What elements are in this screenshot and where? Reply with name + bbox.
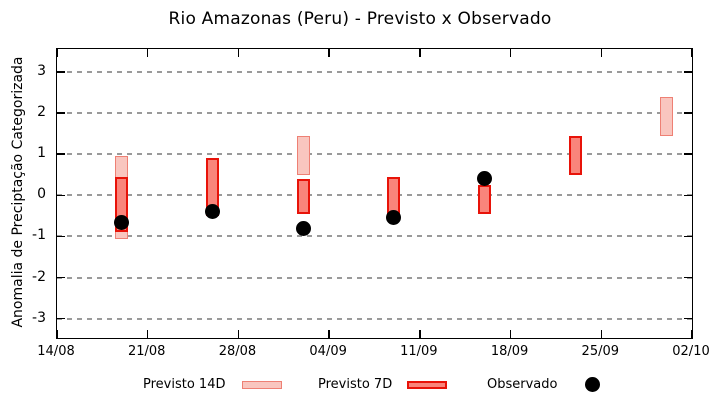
y-tickmark-left: [57, 71, 65, 73]
y-tick-label: 0: [37, 186, 46, 203]
y-gridline: [57, 317, 692, 320]
previsto-14d-bar: [659, 96, 673, 136]
x-tick-label: 11/09: [400, 344, 438, 359]
y-gridline: [57, 194, 692, 197]
observado-dot: [477, 171, 493, 187]
x-tickmark-bottom: [146, 330, 149, 338]
y-tickmark-right: [684, 153, 692, 155]
legend-label-observado: Observado: [487, 377, 558, 392]
y-tick-label: 3: [37, 63, 46, 80]
y-tick-label: -2: [32, 268, 46, 285]
x-tickmark-top: [56, 49, 58, 57]
y-tickmark-left: [57, 153, 65, 155]
x-tickmark-top: [146, 49, 149, 57]
x-tickmark-bottom: [691, 330, 693, 338]
x-tickmark-top: [419, 49, 421, 57]
x-tickmark-top: [509, 49, 512, 57]
chart-title: Rio Amazonas (Peru) - Previsto x Observa…: [168, 9, 552, 29]
x-tick-label: 18/09: [490, 344, 529, 359]
legend-swatch-previsto14: [242, 381, 282, 389]
y-tick-label: 2: [37, 104, 46, 121]
observado-dot: [205, 204, 220, 220]
y-tick-label: 1: [37, 145, 46, 162]
y-tickmark-right: [684, 317, 692, 320]
previsto-7d-bar: [387, 176, 401, 214]
x-tickmark-bottom: [600, 330, 603, 338]
x-tickmark-top: [328, 49, 330, 57]
previsto-14d-bar: [296, 135, 310, 175]
y-tickmark-left: [57, 112, 65, 114]
x-tickmark-top: [237, 49, 240, 57]
x-tickmark-bottom: [509, 330, 512, 338]
x-tick-label: 28/08: [218, 344, 257, 359]
y-tickmark-right: [684, 235, 692, 238]
x-tickmark-bottom: [328, 330, 330, 338]
y-tickmark-left: [57, 317, 65, 320]
plot-area: [56, 48, 693, 339]
x-tick-label: 02/10: [672, 344, 710, 359]
x-tickmark-top: [691, 49, 693, 57]
legend-label-previsto14: Previsto 14D: [143, 377, 226, 392]
previsto-7d-bar: [568, 135, 582, 175]
observado-dot: [295, 220, 311, 236]
y-tick-label: -1: [32, 227, 46, 244]
x-tick-label: 04/09: [309, 344, 347, 359]
x-tick-label: 25/09: [581, 344, 620, 359]
x-tickmark-bottom: [419, 330, 421, 338]
y-gridline: [57, 112, 692, 115]
y-tick-label: -3: [32, 309, 46, 326]
x-tick-label: 14/08: [37, 344, 75, 359]
y-gridline: [57, 276, 692, 279]
x-tickmark-bottom: [56, 330, 58, 338]
y-tickmark-left: [57, 235, 65, 238]
y-gridline: [57, 235, 692, 238]
legend-label-previsto7: Previsto 7D: [318, 377, 393, 392]
legend-observado-dot-icon: [585, 377, 600, 392]
observado-dot: [114, 214, 130, 230]
x-tick-label: 21/08: [127, 344, 166, 359]
legend-swatch-previsto7: [407, 381, 447, 389]
observado-dot: [386, 210, 402, 226]
y-tickmark-right: [684, 112, 692, 114]
y-tickmark-right: [684, 71, 692, 73]
previsto-7d-bar: [478, 185, 492, 214]
y-gridline: [57, 71, 692, 74]
x-tickmark-top: [600, 49, 603, 57]
y-tickmark-right: [684, 276, 692, 279]
y-tickmark-left: [57, 194, 65, 197]
x-tickmark-bottom: [237, 330, 240, 338]
y-tickmark-right: [684, 194, 692, 197]
y-gridline: [57, 153, 692, 156]
y-tickmark-left: [57, 276, 65, 279]
previsto-7d-bar: [296, 178, 310, 214]
